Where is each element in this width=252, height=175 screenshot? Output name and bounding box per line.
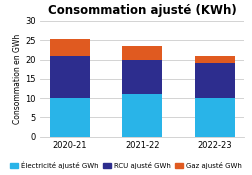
Legend: Électricité ajusté GWh, RCU ajusté GWh, Gaz ajusté GWh: Électricité ajusté GWh, RCU ajusté GWh, … bbox=[7, 159, 245, 172]
Bar bbox=[122, 94, 162, 136]
Bar bbox=[122, 46, 162, 60]
Y-axis label: Consommation en GWh: Consommation en GWh bbox=[13, 34, 22, 124]
Bar bbox=[195, 63, 235, 98]
Bar bbox=[50, 39, 90, 56]
Title: Consommation ajusté (KWh): Consommation ajusté (KWh) bbox=[48, 4, 237, 17]
Bar bbox=[195, 56, 235, 63]
Bar bbox=[50, 56, 90, 98]
Bar bbox=[50, 98, 90, 136]
Bar bbox=[122, 60, 162, 94]
Bar bbox=[195, 98, 235, 136]
